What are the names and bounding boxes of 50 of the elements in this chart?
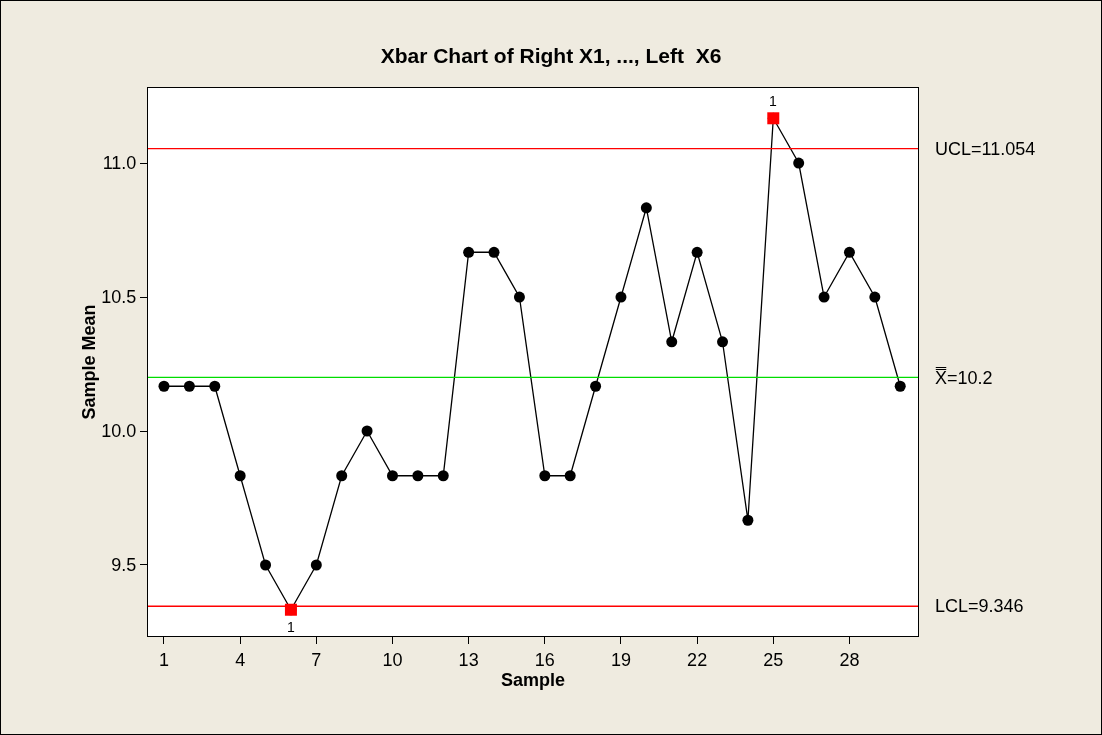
- x-tick-label: 19: [610, 649, 631, 670]
- point: [843, 246, 855, 258]
- x-tick-label: 13: [458, 649, 479, 670]
- x-tick-label: 25: [763, 649, 784, 670]
- point: [260, 559, 272, 571]
- x-tick-label: 16: [534, 649, 555, 670]
- chart-title: Xbar Chart of Right X1, ..., Left X6: [380, 44, 722, 68]
- point: [158, 380, 170, 392]
- point: [869, 291, 881, 303]
- point: [361, 425, 373, 437]
- point: [209, 380, 221, 392]
- x-tick-label: 28: [839, 649, 860, 670]
- point: [412, 470, 424, 482]
- point: [615, 291, 627, 303]
- point: [463, 246, 475, 258]
- point: [666, 336, 678, 348]
- point: [310, 559, 322, 571]
- ref-line-label: LCL=9.346: [935, 596, 1024, 616]
- point: [437, 470, 449, 482]
- y-axis-title: Sample Mean: [79, 304, 100, 420]
- y-tick-label: 11.0: [102, 153, 137, 174]
- point: [539, 470, 551, 482]
- point: [336, 470, 348, 482]
- point: [564, 470, 576, 482]
- point: [590, 380, 602, 392]
- point: [640, 202, 652, 214]
- ref-line-label: UCL=11.054: [935, 139, 1036, 159]
- x-tick-label: 10: [382, 649, 403, 670]
- y-tick-label: 10.5: [101, 287, 137, 308]
- point: [386, 470, 398, 482]
- point: [691, 246, 703, 258]
- point: [234, 470, 246, 482]
- point: [717, 336, 729, 348]
- point: [818, 291, 830, 303]
- annotation: 1: [769, 93, 777, 109]
- y-tick-label: 10.0: [101, 421, 137, 442]
- point: [793, 157, 805, 169]
- point: [742, 514, 754, 526]
- ref-line-label: X̿=10.2: [935, 367, 993, 388]
- annotation: 1: [287, 619, 295, 635]
- x-tick-label: 22: [687, 649, 708, 670]
- point: [894, 380, 906, 392]
- point: [183, 380, 195, 392]
- point: [513, 291, 525, 303]
- y-tick-label: 9.5: [111, 555, 137, 576]
- x-tick-label: 1: [158, 649, 169, 670]
- x-tick-label: 7: [311, 649, 322, 670]
- point: [488, 246, 500, 258]
- x-tick-label: 4: [235, 649, 246, 670]
- x-axis-title: Sample: [500, 669, 566, 690]
